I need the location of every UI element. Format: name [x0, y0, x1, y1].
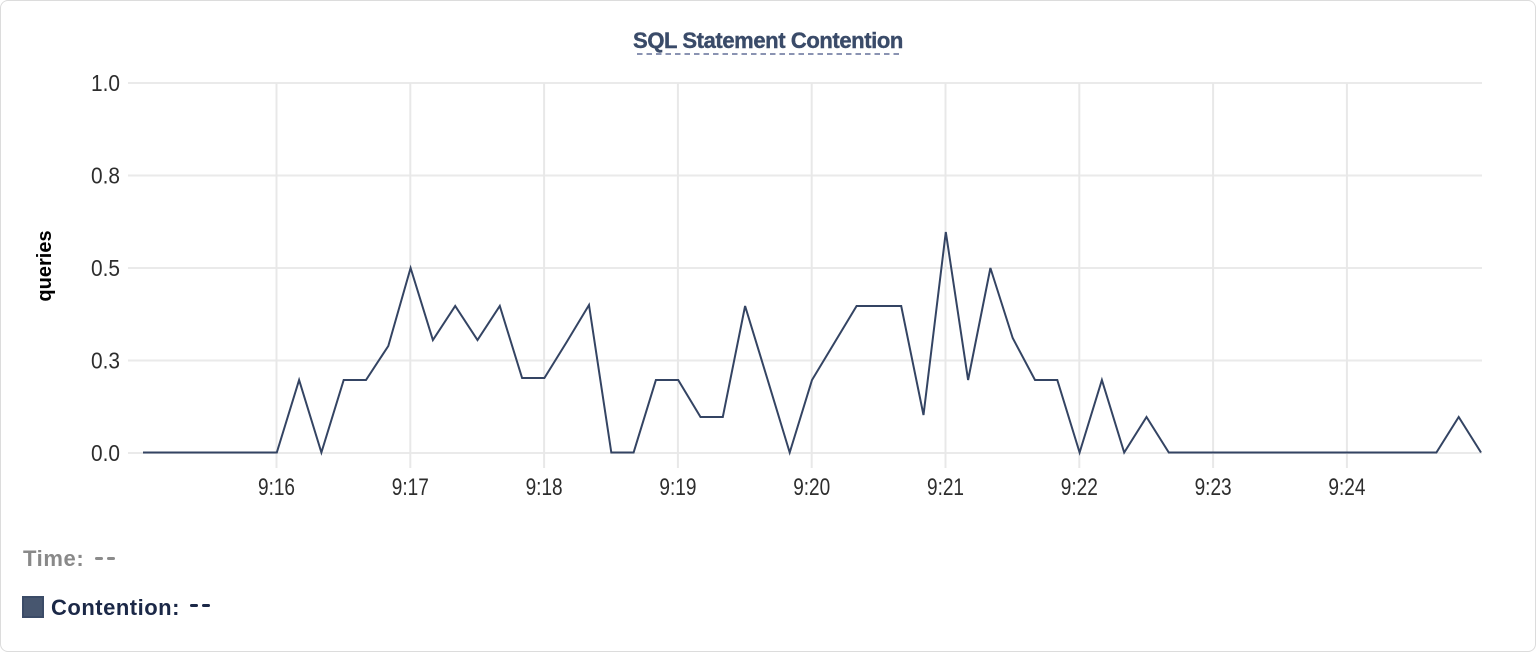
svg-text:0.8: 0.8 — [91, 163, 120, 189]
svg-text:9:22: 9:22 — [1061, 474, 1098, 501]
svg-text:1.0: 1.0 — [91, 70, 120, 96]
svg-text:0.5: 0.5 — [91, 255, 120, 281]
svg-text:9:23: 9:23 — [1195, 474, 1232, 501]
svg-text:9:20: 9:20 — [793, 474, 830, 501]
svg-text:9:19: 9:19 — [659, 474, 696, 501]
svg-text:9:24: 9:24 — [1328, 474, 1365, 501]
svg-text:0.3: 0.3 — [91, 348, 120, 374]
svg-text:9:21: 9:21 — [927, 474, 964, 501]
svg-text:9:18: 9:18 — [526, 474, 563, 501]
svg-text:9:16: 9:16 — [258, 474, 295, 501]
svg-text:queries: queries — [34, 230, 56, 301]
svg-text:0.0: 0.0 — [91, 440, 120, 466]
svg-text:9:17: 9:17 — [392, 474, 429, 501]
